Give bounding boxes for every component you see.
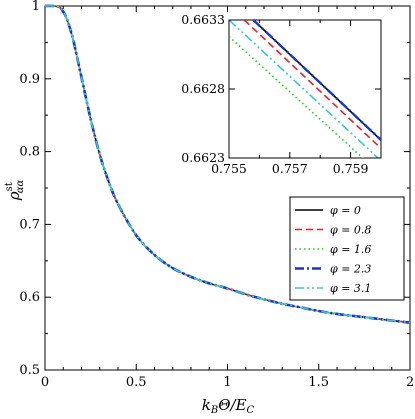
inset-axis-ticks xyxy=(228,19,382,159)
inset-plot: 0.755 0.757 0.759 0.6623 0.6628 0.6633 xyxy=(181,12,382,176)
x-tick-label: 1 xyxy=(223,375,231,390)
y-tick-label: 0.6 xyxy=(19,290,40,305)
inset-x-tick-label: 0.755 xyxy=(211,161,247,176)
x-axis-label: kBΘ/EC xyxy=(202,396,255,416)
y-tick-label: 0.7 xyxy=(19,217,40,232)
legend-label-1: φ = 0.8 xyxy=(330,224,371,237)
main-plot: 0 0.5 1 1.5 20.50.60.70.80.91 xyxy=(19,0,414,390)
legend-label-3: φ = 2.3 xyxy=(330,263,371,276)
inset-series xyxy=(229,20,381,158)
x-axis-label-sub: B xyxy=(210,405,218,416)
inset-series-line-4 xyxy=(229,20,380,158)
y-axis-label-sub: αα xyxy=(15,180,26,194)
x-tick-label: 0.5 xyxy=(126,375,147,390)
x-tick-label: 2 xyxy=(406,375,414,390)
x-axis-label-sub2: C xyxy=(247,405,255,416)
x-axis-label-rest: Θ/E xyxy=(218,396,246,414)
x-tick-label: 0 xyxy=(41,375,49,390)
inset-series-line-1 xyxy=(243,20,381,149)
inset-y-tick-label: 0.6633 xyxy=(181,12,225,27)
main-axis-ticks xyxy=(44,5,411,371)
inset-x-tick-label: 0.759 xyxy=(333,161,369,176)
series-line-3 xyxy=(44,4,411,324)
inset-y-tick-label: 0.6623 xyxy=(181,150,225,165)
legend: φ = 0 φ = 0.8 φ = 1.6 φ = 2.3 φ = 3.1 xyxy=(289,196,405,301)
y-axis-label-sup: st xyxy=(4,182,15,191)
y-tick-label: 1 xyxy=(32,0,40,14)
main-axis-tick-labels: 0 0.5 1 1.5 20.50.60.70.80.91 xyxy=(19,0,414,390)
y-axis-label: ρstαα xyxy=(4,180,26,202)
y-axis-label-main: ρ xyxy=(5,191,23,201)
y-tick-label: 0.5 xyxy=(19,363,40,378)
legend-label-4: φ = 3.1 xyxy=(330,282,371,295)
y-tick-label: 0.8 xyxy=(19,145,40,160)
legend-items: φ = 0 φ = 0.8 φ = 1.6 φ = 2.3 φ = 3.1 xyxy=(295,204,371,295)
x-tick-label: 1.5 xyxy=(308,375,329,390)
y-tick-label: 0.9 xyxy=(19,72,40,87)
inset-x-tick-label: 0.757 xyxy=(272,161,308,176)
x-axis-label-main: k xyxy=(202,396,211,414)
main-series xyxy=(44,4,411,324)
inset-series-line-2 xyxy=(229,35,364,158)
inset-series-line-3 xyxy=(252,20,381,141)
legend-label-0: φ = 0 xyxy=(330,204,361,217)
inset-axis-tick-labels: 0.755 0.757 0.759 0.6623 0.6628 0.6633 xyxy=(181,12,368,176)
inset-y-tick-label: 0.6628 xyxy=(181,81,225,96)
legend-label-2: φ = 1.6 xyxy=(330,243,371,256)
series-line-4 xyxy=(44,5,411,324)
